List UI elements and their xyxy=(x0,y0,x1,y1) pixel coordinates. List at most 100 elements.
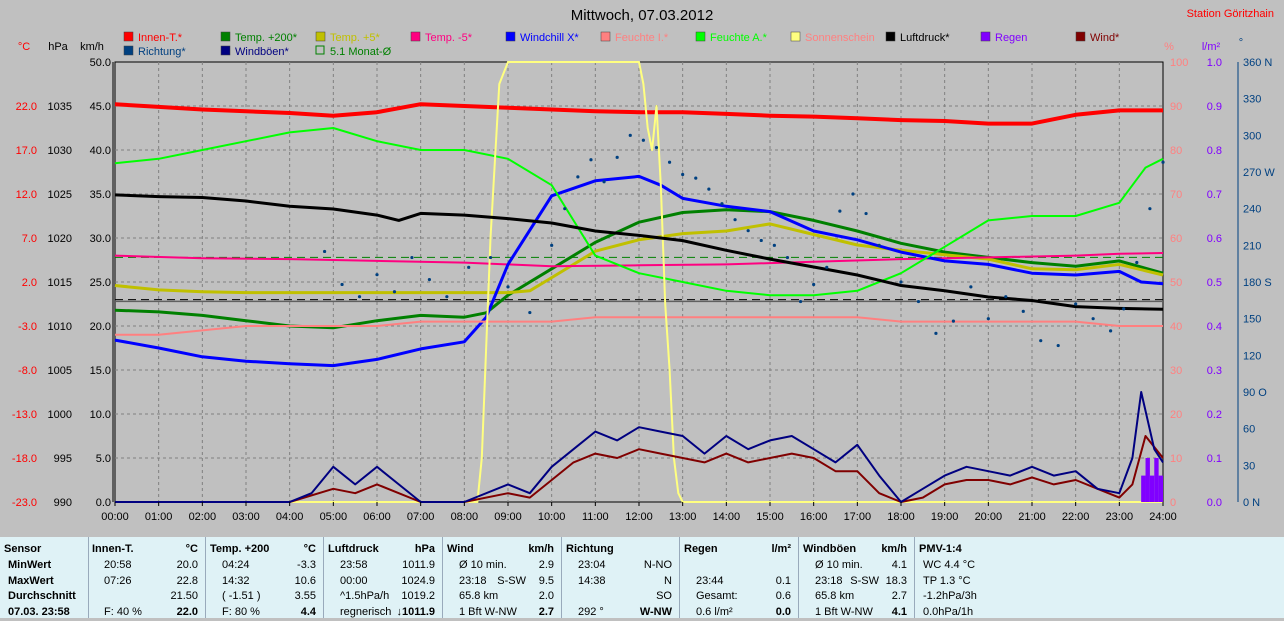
stats-time: 23:04 xyxy=(578,559,606,571)
temp-tick-label: 22.0 xyxy=(16,101,37,113)
stats-value: 2.7 xyxy=(538,606,554,618)
wind-tick-label: 5.0 xyxy=(96,453,111,465)
humidity-tick-label: 80 xyxy=(1170,145,1182,157)
stats-value: 1024.9 xyxy=(401,575,435,587)
x-tick-label: 17:00 xyxy=(844,511,872,523)
stats-value: 0.6 xyxy=(775,590,791,602)
wind-tick-label: 20.0 xyxy=(90,321,111,333)
series-line-innen-t xyxy=(114,102,1163,126)
statistics-panel: Sensor MinWert MaxWert Durchschnitt 07.0… xyxy=(0,537,1284,618)
legend-swatch xyxy=(315,45,325,55)
direction-point xyxy=(733,218,737,222)
stats-regen-row: 23:44 0.1 xyxy=(684,575,793,590)
direction-point xyxy=(628,133,632,137)
legend-label: Regen xyxy=(995,32,1027,44)
stats-sensor-column: Sensor MinWert MaxWert Durchschnitt 07.0… xyxy=(0,537,88,618)
direction-point xyxy=(694,176,698,180)
stats-column-separator xyxy=(323,537,324,618)
stats-regen-row xyxy=(684,559,793,574)
stats-value: 18.3 xyxy=(885,575,907,587)
direction-point xyxy=(506,285,510,289)
x-tick-label: 05:00 xyxy=(320,511,348,523)
stats-time: 1 Bft W-NW xyxy=(815,606,873,618)
legend: Innen-T.* Temp. +200* Temp. +5* Temp. -5* Wi… xyxy=(123,31,1120,58)
legend-label: Windböen* xyxy=(235,46,290,58)
direction-point xyxy=(323,249,327,254)
stats-row-avg: Durchschnitt xyxy=(8,590,76,602)
temp-tick-label: -3.0 xyxy=(18,321,37,333)
rain-tick-label: 0.2 xyxy=(1207,409,1222,421)
rain-tick-label: 0.0 xyxy=(1207,497,1222,509)
direction-tick-label: 330 xyxy=(1243,94,1261,106)
stats-sensor-header: Sensor xyxy=(4,543,42,555)
direction-point xyxy=(720,202,724,206)
x-tick-label: 02:00 xyxy=(189,511,217,523)
legend-label: Wind* xyxy=(1090,32,1120,44)
stats-luftdruck-unit: hPa xyxy=(414,543,435,555)
direction-point xyxy=(550,243,554,247)
direction-point xyxy=(375,273,379,277)
direction-tick-label: 180 S xyxy=(1243,277,1272,289)
x-tick-label: 22:00 xyxy=(1062,511,1090,523)
x-tick-label: 23:00 xyxy=(1106,511,1134,523)
direction-point xyxy=(427,277,431,282)
stats-wind-row: Ø 10 min. 2.9 xyxy=(447,559,556,574)
direction-point xyxy=(934,331,938,335)
stats-time: 04:24 xyxy=(222,559,250,571)
stats-column-separator xyxy=(205,537,206,618)
stats-time: 292 ° xyxy=(578,606,604,618)
stats-wind-row: 1 Bft W-NW 2.7 xyxy=(447,606,556,621)
stats-time: 23:58 xyxy=(340,559,368,571)
stats-windboeen-row: 23:18 S-SW 18.3 xyxy=(803,575,909,590)
temp-tick-label: -23.0 xyxy=(12,497,37,509)
stats-time: Ø 10 min. xyxy=(459,559,507,571)
direction-point xyxy=(916,299,921,304)
direction-point xyxy=(864,211,868,216)
stats-value: W-NW xyxy=(639,606,672,618)
stats-windboeen-unit: km/h xyxy=(881,543,907,555)
stats-value: N xyxy=(664,575,672,587)
direction-point xyxy=(812,282,816,287)
direction-tick-label: 300 xyxy=(1243,130,1261,142)
direction-point xyxy=(615,155,619,159)
pressure-tick-label: 1015 xyxy=(48,277,72,289)
stats-innen-row: F: 40 % 22.0 xyxy=(92,606,200,621)
direction-tick-label: 90 O xyxy=(1243,387,1267,399)
x-tick-label: 18:00 xyxy=(887,511,915,523)
stats-value: 21.50 xyxy=(170,590,198,602)
humidity-tick-label: 70 xyxy=(1170,189,1182,201)
legend-swatch xyxy=(123,31,134,42)
direction-point xyxy=(654,145,659,150)
stats-time: F: 40 % xyxy=(104,606,142,618)
stats-time: Ø 10 min. xyxy=(815,559,863,571)
stats-value: 1011.9 xyxy=(402,559,435,571)
stats-time: 0.6 l/m² xyxy=(696,606,733,618)
direction-point xyxy=(488,255,493,260)
direction-point xyxy=(825,265,829,269)
legend-swatch xyxy=(410,31,421,42)
legend-swatch xyxy=(695,31,706,42)
wind-tick-label: 0.0 xyxy=(96,497,111,509)
direction-point xyxy=(746,229,750,233)
stats-richtung-row: SO xyxy=(566,590,674,605)
wind-tick-label: 45.0 xyxy=(90,101,111,113)
legend-swatch xyxy=(315,31,326,42)
stats-value: 10.6 xyxy=(294,575,316,587)
legend-label: Sonnenschein xyxy=(805,32,875,44)
legend-swatch xyxy=(790,31,801,42)
humidity-tick-label: 20 xyxy=(1170,409,1182,421)
humidity-tick-label: 50 xyxy=(1170,277,1182,289)
stats-regen-header: Regen xyxy=(684,543,718,555)
stats-value: WC 4.4 °C xyxy=(923,559,976,571)
humidity-tick-label: 60 xyxy=(1170,233,1182,245)
rain-bar xyxy=(1145,458,1150,502)
humidity-tick-label: 10 xyxy=(1170,453,1182,465)
stats-direction: S-SW xyxy=(850,575,879,587)
stats-innen-row: 21.50 xyxy=(92,590,200,605)
stats-regen-column: Regen l/m² 23:44 0.1 Gesamt: 0.6 0.6 l/m² 0.0 xyxy=(680,537,797,618)
stats-row-min: MinWert xyxy=(8,559,52,571)
rain-tick-label: 0.1 xyxy=(1207,453,1222,465)
stats-time: 1 Bft W-NW xyxy=(459,606,517,618)
pressure-tick-label: 1020 xyxy=(48,233,72,245)
rain-tick-label: 0.4 xyxy=(1207,321,1222,333)
